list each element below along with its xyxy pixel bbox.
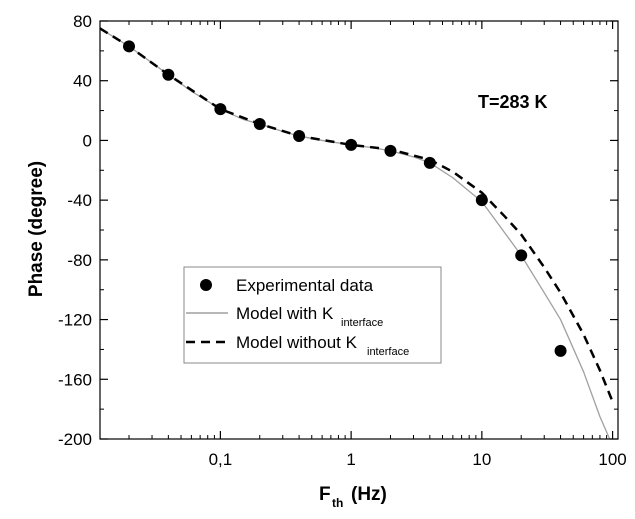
y-tick-label: 0: [83, 131, 92, 150]
legend: Experimental data Model with K interface…: [183, 266, 442, 364]
data-point: [423, 156, 436, 169]
legend-box: [183, 266, 442, 364]
data-point: [554, 344, 567, 357]
y-tick-label: -160: [58, 370, 92, 389]
y-tick-label: -40: [67, 191, 92, 210]
series-line-with-k: [100, 27, 611, 439]
x-axis-label-main: F: [319, 484, 331, 505]
tick-marks: [100, 20, 618, 440]
x-axis-label-sub: th: [332, 496, 343, 510]
y-tick-label: -120: [58, 311, 92, 330]
legend-label-with-k: Model with K: [236, 304, 334, 323]
legend-label-without-k-sub: interface: [367, 346, 409, 358]
y-tick-label: 80: [73, 12, 92, 31]
x-axis-label: F th (Hz): [319, 484, 387, 510]
data-point: [162, 68, 175, 81]
data-point: [253, 118, 266, 131]
legend-label-without-k: Model without K: [236, 333, 358, 352]
data-point: [293, 129, 306, 142]
data-point: [214, 103, 227, 116]
y-tick-label: -80: [67, 251, 92, 270]
data-point: [123, 40, 136, 53]
temperature-annotation: T=283 K: [478, 92, 548, 112]
data-point: [384, 144, 397, 157]
data-point: [475, 194, 488, 207]
plot-frame: [99, 20, 619, 440]
y-axis-label: Phase (degree): [26, 161, 47, 297]
legend-label-experimental: Experimental data: [236, 276, 374, 295]
data-point: [515, 249, 528, 262]
x-tick-label: 100: [598, 450, 626, 469]
legend-label-with-k-sub: interface: [341, 317, 383, 329]
chart-series: [100, 27, 614, 439]
x-tick-label: 10: [472, 450, 491, 469]
y-tick-label: 40: [73, 72, 92, 91]
tick-labels: 0,1 1 10 100 80 40 0 -40 -80 -120 -160 -200: [58, 12, 627, 469]
x-axis-label-unit: (Hz): [351, 484, 387, 505]
y-tick-label: -200: [58, 430, 92, 449]
x-tick-label: 1: [346, 450, 355, 469]
x-tick-label: 0,1: [209, 450, 233, 469]
series-line-without-k: [100, 27, 614, 403]
legend-marker-experimental: [200, 279, 212, 291]
data-point: [345, 138, 358, 151]
